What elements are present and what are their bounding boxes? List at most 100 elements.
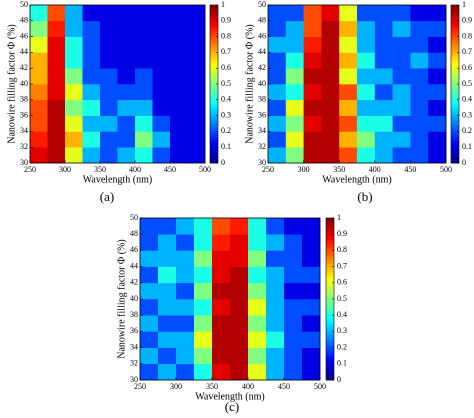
y-tick-label: 30: [20, 158, 28, 167]
colorbar-segment: [210, 112, 218, 116]
heat-cell: [212, 282, 231, 300]
heat-cell: [285, 20, 304, 37]
heat-cell: [135, 20, 153, 37]
heat-cell: [374, 131, 393, 148]
colorbar-segment: [326, 374, 334, 378]
y-tick-label: 44: [258, 47, 266, 56]
heat-cell: [65, 84, 83, 101]
x-tick-label: 300: [170, 382, 182, 391]
heat-cell: [248, 363, 267, 381]
heat-cell: [392, 84, 411, 101]
colorbar-segment: [326, 250, 334, 254]
y-tick-label: 34: [130, 342, 138, 351]
heat-cell: [339, 20, 358, 37]
heat-cell: [357, 99, 376, 116]
y-axis-label: Nanowire filling factor Φ (%): [116, 239, 127, 359]
heat-cell: [100, 5, 118, 22]
colorbar-tick-label: 0.2: [337, 342, 347, 351]
colorbar-segment: [451, 147, 459, 151]
heat-cell: [266, 363, 285, 381]
colorbar-tick-label: 0.6: [337, 278, 347, 287]
heat-cell: [140, 234, 159, 251]
heat-cell: [187, 115, 206, 132]
heat-cell: [170, 84, 188, 101]
y-tick-label: 46: [258, 31, 266, 40]
colorbar-segment: [451, 26, 459, 30]
heat-cell: [248, 282, 267, 300]
heat-cell: [339, 147, 358, 164]
heat-cell: [285, 84, 304, 101]
heat-cell: [152, 84, 171, 101]
colorbar-segment: [326, 228, 334, 232]
heat-cell: [285, 131, 304, 148]
y-tick-label: 32: [258, 142, 266, 151]
heat-cell: [248, 331, 267, 348]
colorbar-segment: [210, 18, 218, 22]
heat-cell: [47, 36, 66, 53]
heat-cell: [212, 234, 231, 251]
y-tick-label: 36: [20, 110, 28, 119]
x-tick-label: 250: [134, 382, 146, 391]
heat-cell: [428, 20, 447, 37]
heat-cell: [284, 250, 303, 267]
heat-cell: [100, 84, 118, 101]
heat-cell: [284, 282, 303, 300]
heat-cell: [140, 331, 159, 348]
heat-cell: [303, 52, 322, 69]
heat-cell: [410, 52, 429, 69]
heat-cell: [230, 331, 249, 348]
colorbar-segment: [451, 128, 459, 132]
y-tick-label: 34: [258, 126, 266, 135]
heat-cell: [357, 5, 376, 22]
colorbar-tick-label: 0: [337, 375, 341, 384]
heat-cell: [302, 282, 321, 300]
colorbar-segment: [451, 65, 459, 69]
colorbar-segment: [210, 5, 218, 9]
heat-cell: [82, 115, 101, 132]
colorbar-tick-label: 0: [221, 158, 225, 167]
heat-cell: [302, 218, 321, 235]
heat-cell: [170, 147, 188, 164]
panel-label: (b): [357, 189, 372, 204]
x-tick-label: 350: [333, 165, 345, 174]
colorbar-segment: [210, 76, 218, 80]
heat-cell: [170, 36, 188, 53]
heat-cell: [187, 36, 206, 53]
colorbar-segment: [210, 134, 218, 138]
colorbar-segment: [451, 15, 459, 19]
heat-cell: [357, 68, 376, 85]
colorbar-segment: [210, 26, 218, 30]
heat-cell: [268, 5, 287, 22]
heat-cell: [303, 68, 322, 85]
heat-cell: [392, 5, 411, 22]
heat-cell: [176, 218, 195, 235]
heat-cell: [100, 99, 118, 116]
heat-cell: [321, 52, 340, 69]
heat-cell: [230, 363, 249, 381]
heat-cell: [187, 99, 206, 116]
heat-cell: [30, 20, 48, 37]
heat-cell: [65, 5, 83, 22]
colorbar-segment: [210, 12, 218, 16]
colorbar-segment: [210, 128, 218, 132]
heat-cell: [176, 234, 195, 251]
heat-cell: [284, 299, 303, 316]
heat-cell: [357, 115, 376, 132]
heat-cell: [158, 218, 177, 235]
heat-cell: [135, 84, 153, 101]
heat-cell: [303, 115, 322, 132]
colorbar-segment: [326, 269, 334, 273]
heat-cell: [30, 84, 48, 101]
heat-cell: [410, 131, 429, 148]
heat-cell: [30, 36, 48, 53]
colorbar-segment: [210, 39, 218, 43]
colorbar-segment: [451, 157, 459, 161]
colorbar-tick-label: 0.3: [462, 110, 472, 119]
colorbar-segment: [451, 52, 459, 56]
heat-cell: [135, 147, 153, 164]
colorbar-segment: [451, 105, 459, 109]
heat-cell: [82, 36, 101, 53]
heat-cell: [303, 36, 322, 53]
heat-cell: [374, 5, 393, 22]
colorbar-segment: [451, 28, 459, 32]
